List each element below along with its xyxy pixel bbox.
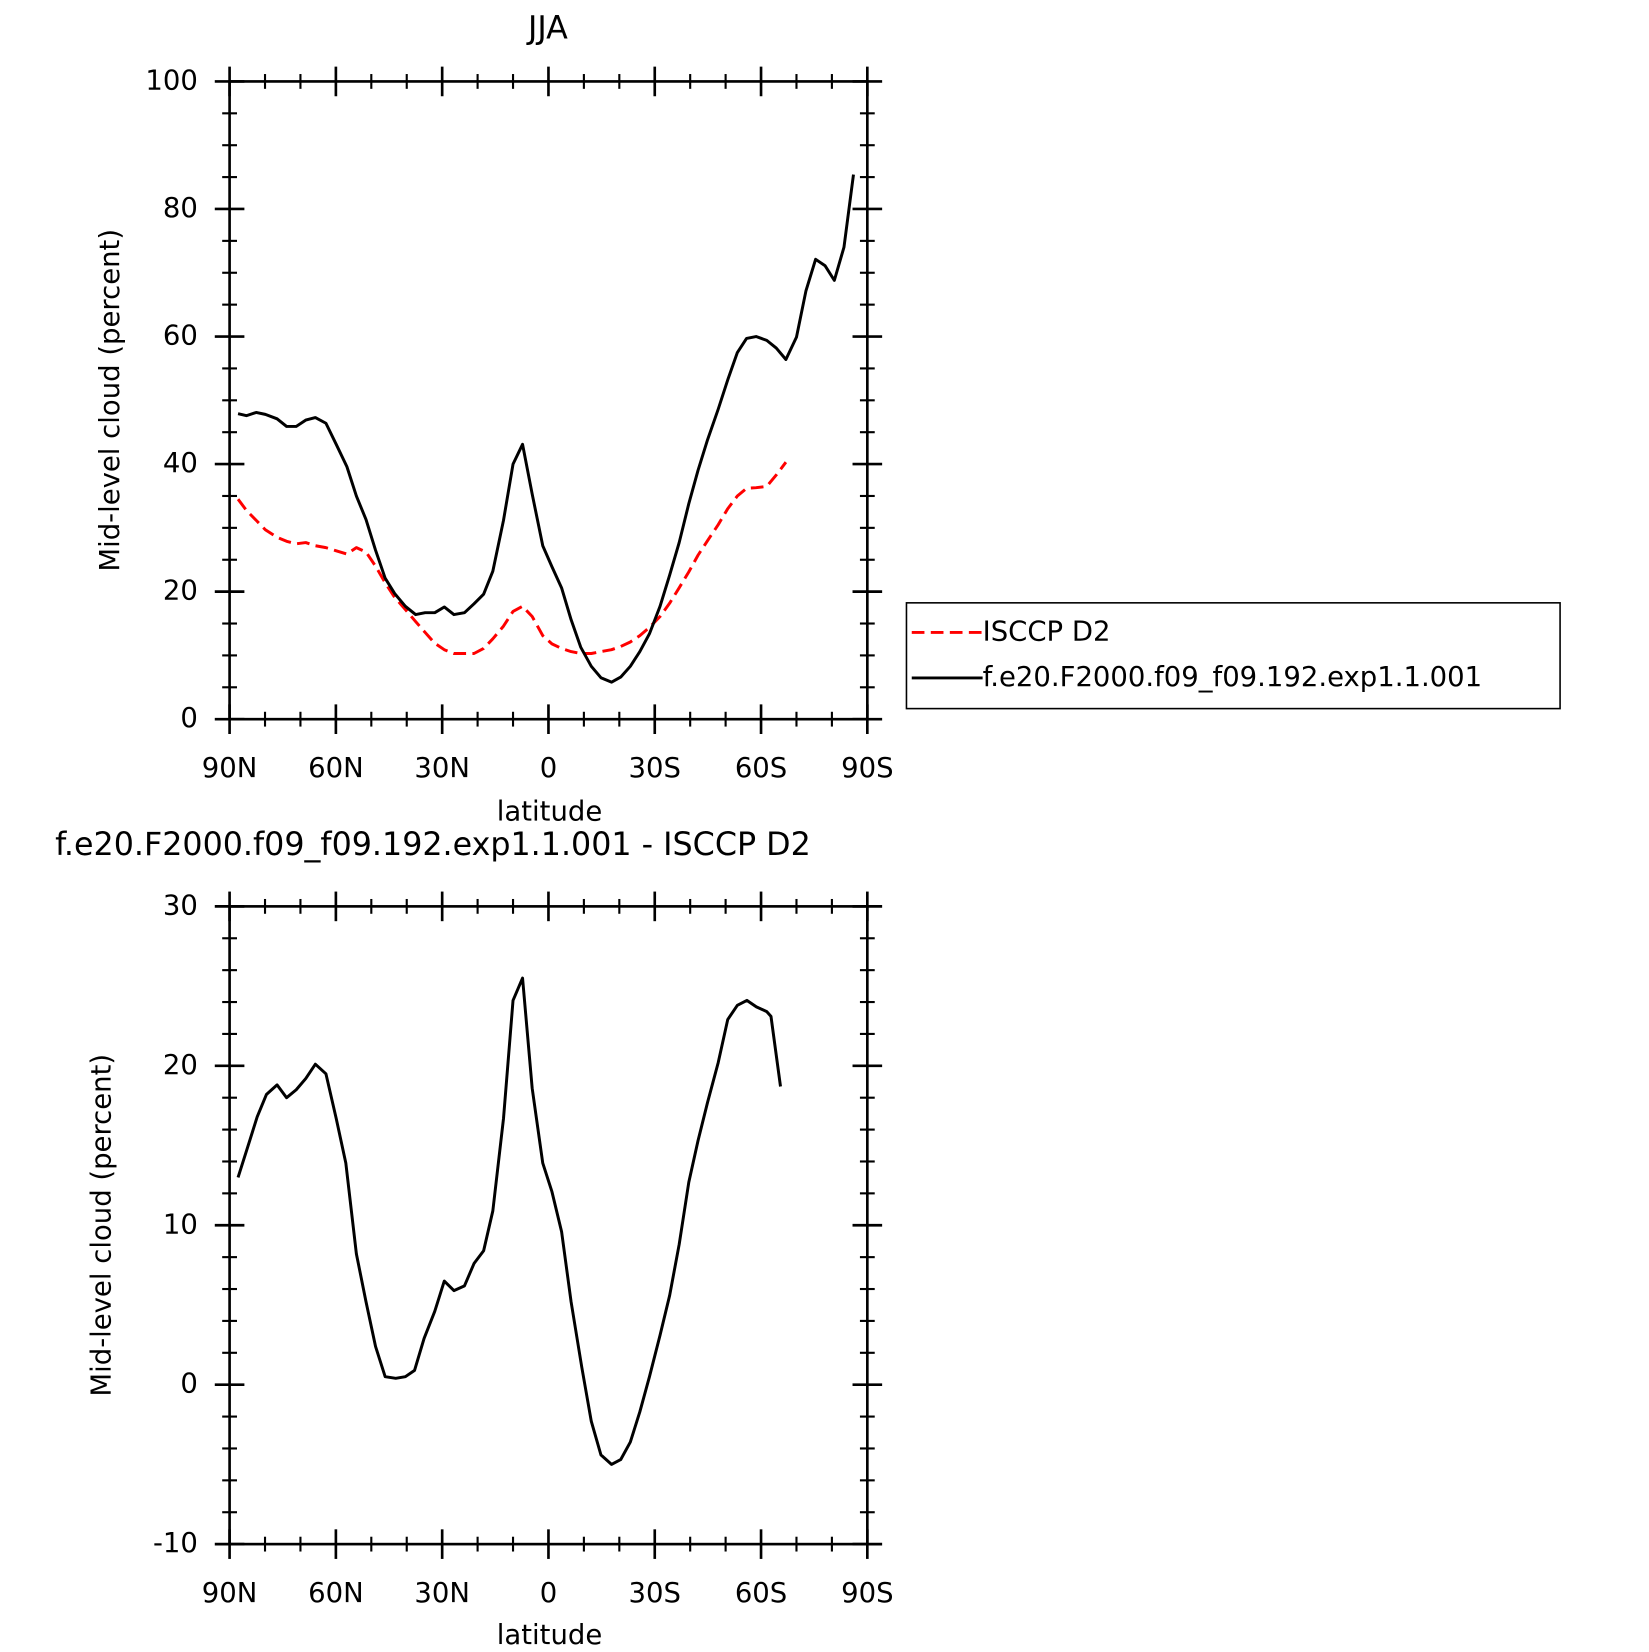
- x-tick-label: 0: [540, 752, 558, 784]
- data-line: [236, 976, 782, 1466]
- data-line: [237, 174, 855, 684]
- legend-label: ISCCP D2: [983, 615, 1111, 647]
- x-tick-label: 60N: [308, 1577, 364, 1609]
- x-tick-label: 90N: [202, 1577, 258, 1609]
- y-tick-label: 20: [163, 575, 198, 607]
- x-tick-label: 30S: [629, 752, 681, 784]
- x-tick-label: 90S: [841, 752, 893, 784]
- y-tick-label: -10: [153, 1527, 198, 1559]
- y-tick-label: 10: [163, 1208, 198, 1240]
- y-axis-label: Mid-level cloud (percent): [86, 1054, 118, 1397]
- plot-frame: [228, 905, 869, 1546]
- y-tick-label: 100: [145, 64, 197, 96]
- x-tick-label: 90N: [202, 752, 258, 784]
- x-tick-label: 30S: [629, 1577, 681, 1609]
- y-tick-label: 30: [163, 889, 198, 921]
- x-tick-label: 30N: [414, 752, 470, 784]
- plot-frame: [228, 80, 869, 721]
- y-tick-label: 0: [180, 1368, 198, 1400]
- x-tick-label: 60N: [308, 752, 364, 784]
- legend-label: f.e20.F2000.f09_f09.192.exp1.1.001: [983, 661, 1483, 693]
- chart-title: f.e20.F2000.f09_f09.192.exp1.1.001 - ISC…: [55, 827, 811, 863]
- y-tick-label: 40: [163, 447, 198, 479]
- legend-box: [905, 602, 1561, 710]
- y-tick-label: 0: [180, 702, 198, 734]
- x-tick-label: 60S: [735, 1577, 787, 1609]
- x-axis-label: latitude: [497, 1619, 602, 1651]
- y-tick-label: 60: [163, 320, 198, 352]
- y-axis-label: Mid-level cloud (percent): [94, 229, 126, 572]
- x-axis-label: latitude: [497, 795, 602, 827]
- x-tick-label: 0: [540, 1577, 558, 1609]
- chart-title: JJA: [526, 11, 568, 47]
- x-tick-label: 90S: [841, 1577, 893, 1609]
- y-tick-label: 20: [163, 1049, 198, 1081]
- x-tick-label: 60S: [735, 752, 787, 784]
- x-tick-label: 30N: [414, 1577, 470, 1609]
- data-line: [236, 461, 788, 655]
- y-tick-label: 80: [163, 192, 198, 224]
